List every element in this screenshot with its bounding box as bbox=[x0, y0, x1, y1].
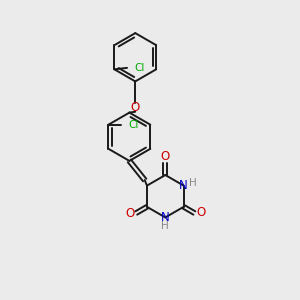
Text: Cl: Cl bbox=[129, 120, 139, 130]
Text: O: O bbox=[161, 150, 170, 163]
Text: O: O bbox=[125, 206, 134, 220]
Text: N: N bbox=[161, 211, 170, 224]
Text: O: O bbox=[196, 206, 206, 219]
Text: O: O bbox=[131, 101, 140, 114]
Text: Cl: Cl bbox=[135, 63, 145, 73]
Text: H: H bbox=[189, 178, 196, 188]
Text: H: H bbox=[161, 221, 169, 231]
Text: N: N bbox=[179, 179, 188, 192]
